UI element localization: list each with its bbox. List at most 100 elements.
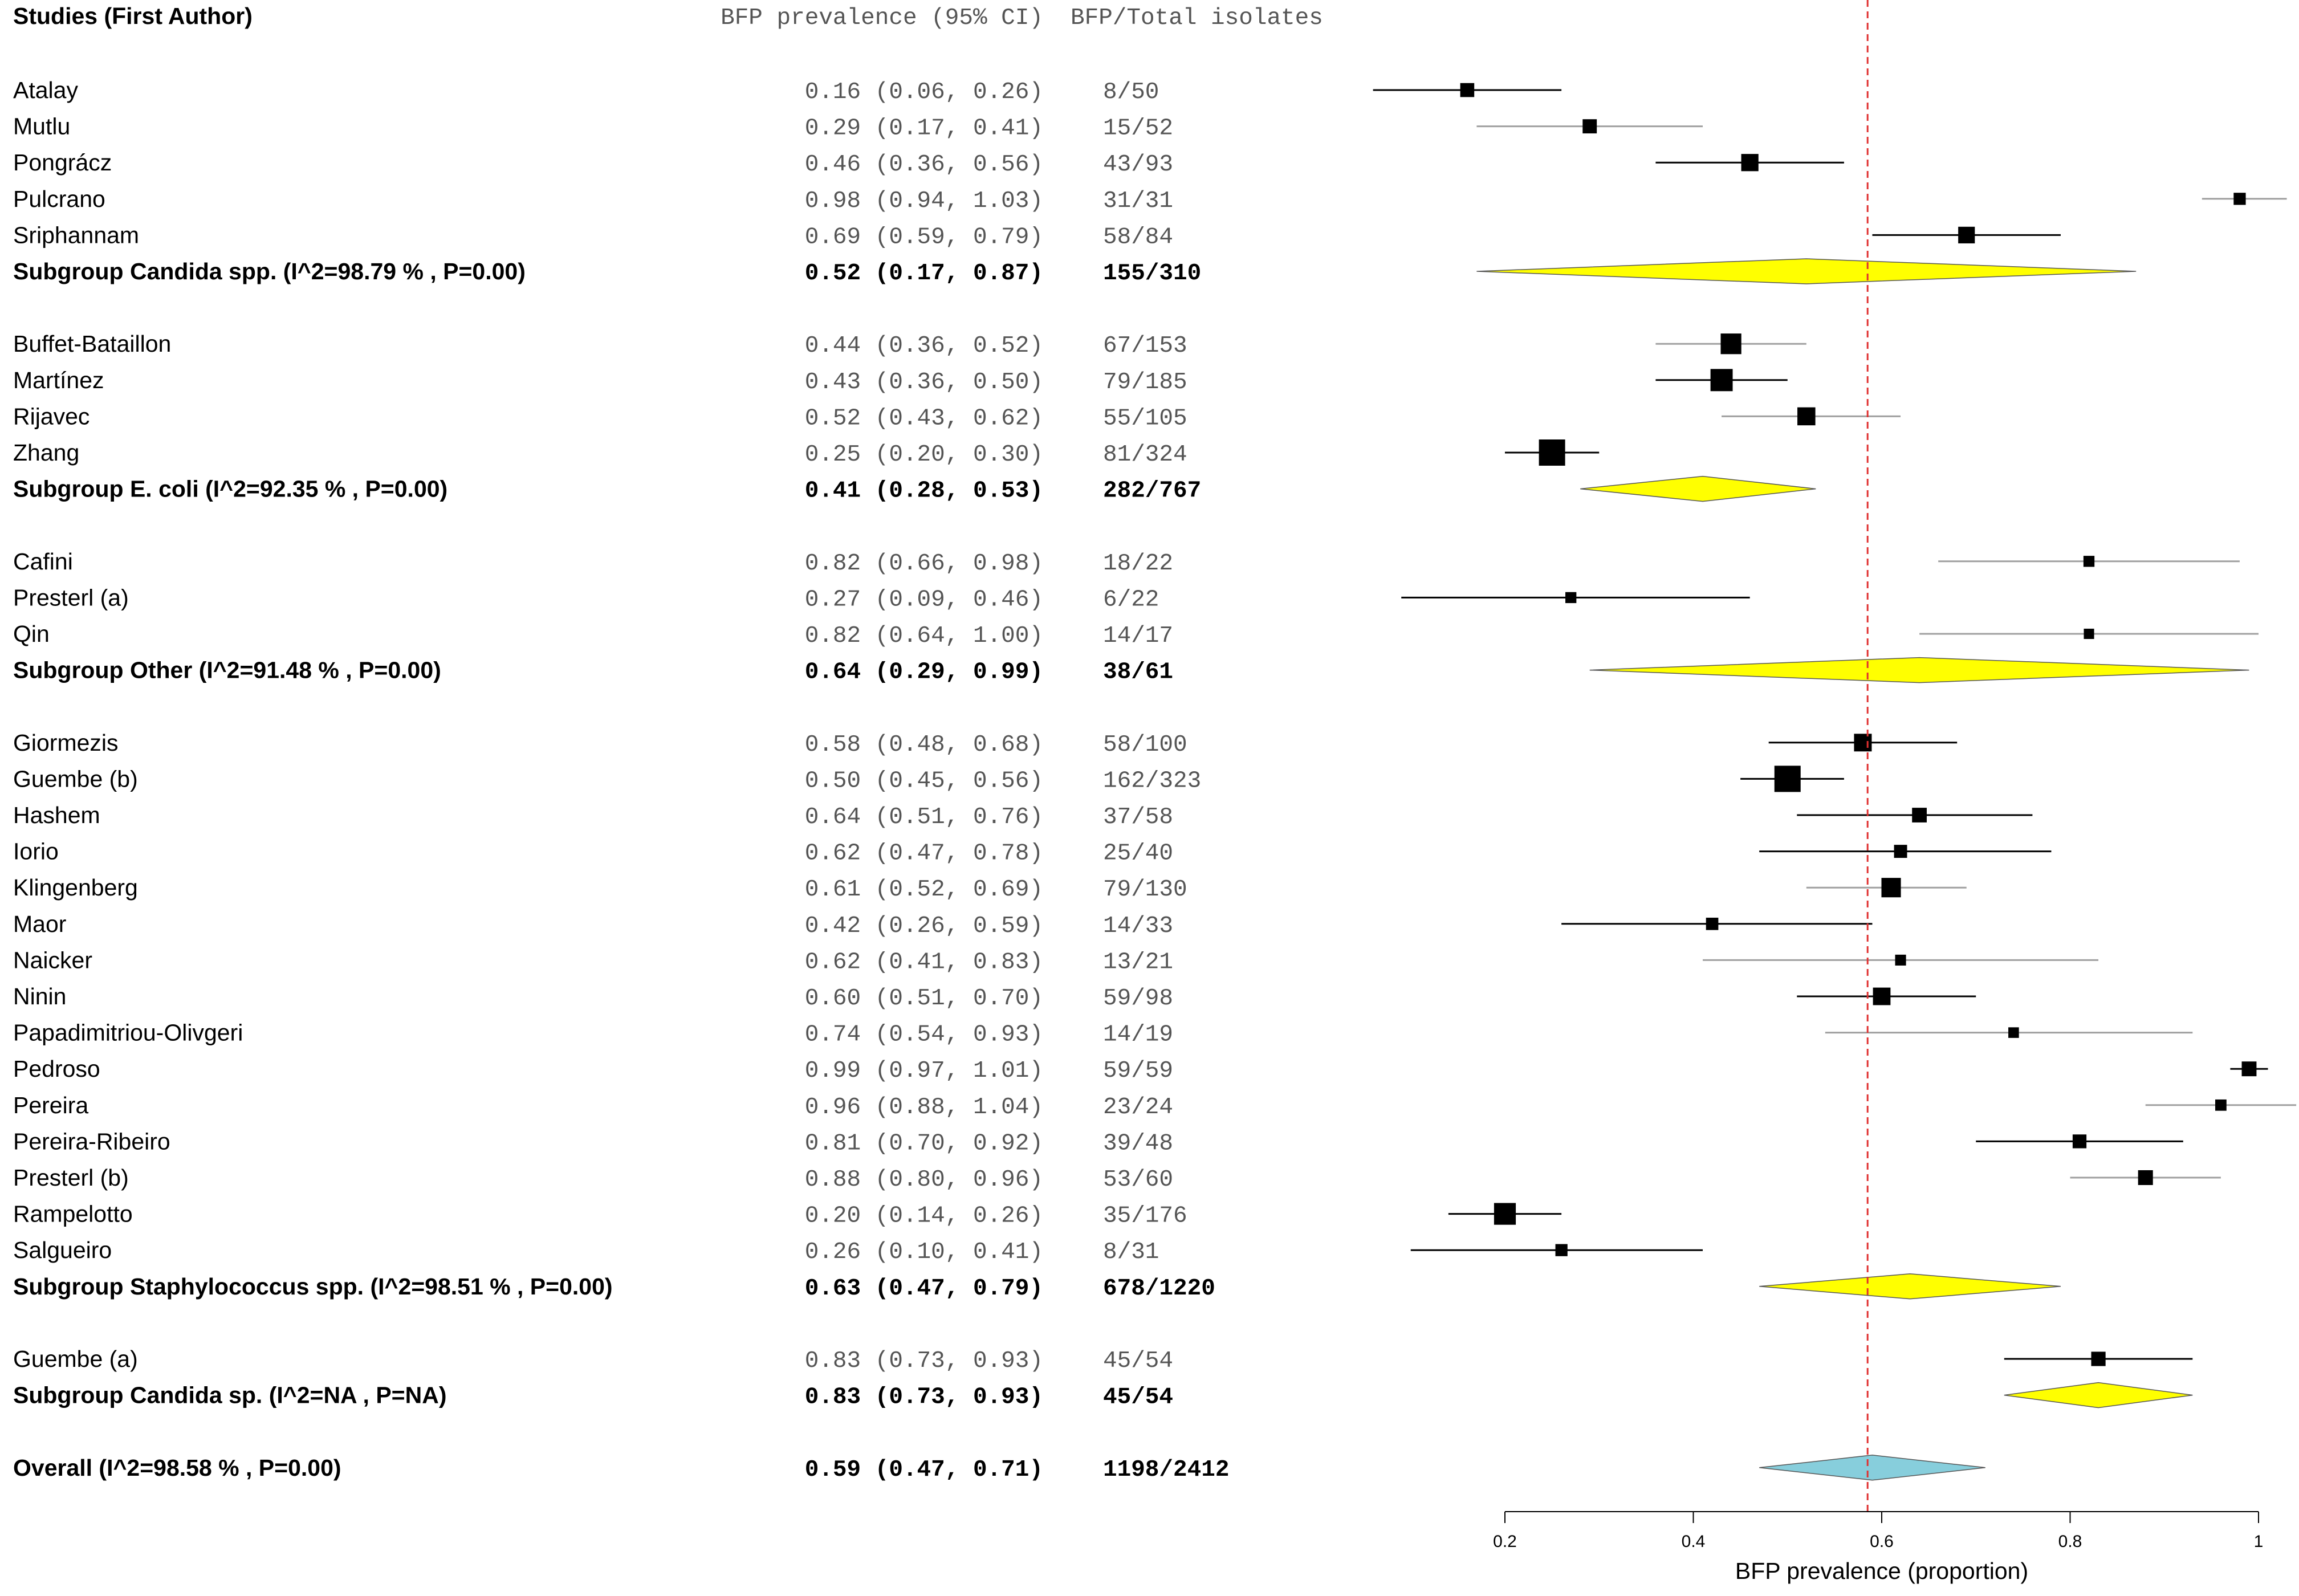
point-estimate	[1741, 154, 1759, 172]
isolate-count: 81/324	[1103, 442, 1187, 468]
prevalence-ci: 0.88 (0.80, 0.96)	[805, 1167, 1043, 1193]
tick-label: 1	[2254, 1532, 2264, 1551]
subgroup-diamond	[1759, 1273, 2061, 1300]
study-label: Zhang	[13, 439, 79, 466]
study-row: Papadimitriou-Olivgeri 0.74 (0.54, 0.93) 1…	[13, 1020, 1173, 1048]
study-row: Giormezis 0.58 (0.48, 0.68) 58/100	[13, 730, 1187, 758]
study-row: Buffet-Bataillon 0.44 (0.36, 0.52) 67/153	[13, 331, 1187, 359]
study-label: Buffet-Bataillon	[13, 331, 171, 357]
study-row: Pongrácz 0.46 (0.36, 0.56) 43/93	[13, 149, 1173, 178]
prevalence-ci: 0.41 (0.28, 0.53)	[805, 478, 1043, 504]
isolate-count: 45/54	[1103, 1348, 1173, 1374]
study-label: Giormezis	[13, 730, 119, 756]
study-row: Qin 0.82 (0.64, 1.00) 14/17	[13, 621, 1173, 649]
isolate-count: 59/59	[1103, 1058, 1173, 1084]
prevalence-ci: 0.99 (0.97, 1.01)	[805, 1058, 1043, 1084]
isolate-count: 23/24	[1103, 1094, 1173, 1121]
isolate-count: 67/153	[1103, 333, 1187, 359]
point-estimate	[1797, 407, 1816, 426]
tick-label: 0.8	[2058, 1532, 2082, 1551]
isolate-count: 31/31	[1103, 188, 1173, 214]
prevalence-ci: 0.25 (0.20, 0.30)	[805, 442, 1043, 468]
study-label: Guembe (b)	[13, 766, 138, 792]
study-label: Pereira	[13, 1092, 88, 1118]
point-estimate	[2241, 1061, 2257, 1077]
point-estimate	[2091, 1351, 2106, 1366]
prevalence-ci: 0.63 (0.47, 0.79)	[805, 1276, 1043, 1302]
tick-label: 0.4	[1682, 1532, 1706, 1551]
isolate-count: 79/185	[1103, 369, 1187, 396]
prevalence-ci: 0.61 (0.52, 0.69)	[805, 877, 1043, 903]
study-label: Pongrácz	[13, 149, 112, 176]
study-rows: Atalay 0.16 (0.06, 0.26) 8/50 Mutlu 0.29 (0.…	[13, 77, 1229, 1483]
study-label: Subgroup E. coli (I^2=92.35 % , P=0.00)	[13, 476, 447, 502]
isolate-count: 14/17	[1103, 623, 1173, 649]
study-row: Presterl (b) 0.88 (0.80, 0.96) 53/60	[13, 1165, 1173, 1193]
isolate-count: 678/1220	[1103, 1276, 1215, 1302]
isolate-count: 79/130	[1103, 877, 1187, 903]
study-row: Rijavec 0.52 (0.43, 0.62) 55/105	[13, 403, 1187, 431]
study-label: Pedroso	[13, 1056, 100, 1082]
isolate-count: 155/310	[1103, 260, 1201, 287]
isolate-count: 15/52	[1103, 116, 1173, 142]
study-row: Atalay 0.16 (0.06, 0.26) 8/50	[13, 77, 1159, 105]
isolate-count: 8/50	[1103, 79, 1159, 105]
prevalence-ci: 0.64 (0.51, 0.76)	[805, 804, 1043, 830]
study-label: Qin	[13, 621, 50, 647]
isolate-count: 282/767	[1103, 478, 1201, 504]
isolate-count: 25/40	[1103, 841, 1173, 867]
isolate-count: 58/100	[1103, 732, 1187, 758]
point-estimate	[1895, 954, 1906, 966]
overall-diamond	[1759, 1455, 1985, 1481]
prevalence-ci: 0.44 (0.36, 0.52)	[805, 333, 1043, 359]
point-estimate	[1958, 226, 1975, 243]
prevalence-ci: 0.62 (0.41, 0.83)	[805, 949, 1043, 975]
point-estimate	[1565, 592, 1577, 604]
study-row: Cafini 0.82 (0.66, 0.98) 18/22	[13, 548, 1173, 577]
prevalence-ci: 0.98 (0.94, 1.03)	[805, 188, 1043, 214]
prevalence-ci: 0.16 (0.06, 0.26)	[805, 79, 1043, 105]
point-estimate	[1706, 917, 1719, 930]
prevalence-ci: 0.96 (0.88, 1.04)	[805, 1094, 1043, 1121]
subgroup-diamond	[1589, 657, 2249, 683]
study-label: Pereira-Ribeiro	[13, 1128, 170, 1154]
isolate-count: 35/176	[1103, 1203, 1187, 1229]
prevalence-ci: 0.81 (0.70, 0.92)	[805, 1130, 1043, 1157]
prevalence-ci: 0.69 (0.59, 0.79)	[805, 224, 1043, 250]
isolate-count: 59/98	[1103, 986, 1173, 1012]
isolate-count: 14/33	[1103, 913, 1173, 939]
study-row: Pulcrano 0.98 (0.94, 1.03) 31/31	[13, 186, 1173, 214]
study-label: Subgroup Candida spp. (I^2=98.79 % , P=0…	[13, 258, 526, 284]
subgroup-row: Subgroup E. coli (I^2=92.35 % , P=0.00) 0…	[13, 476, 1201, 504]
point-estimate	[1774, 766, 1801, 792]
table-header: Studies (First Author) BFP prevalence (9…	[13, 3, 1323, 31]
prevalence-ci: 0.42 (0.26, 0.59)	[805, 913, 1043, 939]
study-label: Rijavec	[13, 403, 89, 429]
point-estimate	[1494, 1203, 1516, 1225]
prevalence-ci: 0.83 (0.73, 0.93)	[805, 1385, 1043, 1411]
study-label: Naicker	[13, 947, 92, 973]
study-label: Subgroup Candida sp. (I^2=NA , P=NA)	[13, 1382, 446, 1408]
study-row: Mutlu 0.29 (0.17, 0.41) 15/52	[13, 113, 1173, 142]
subgroup-diamond	[1580, 475, 1816, 502]
point-estimate	[1854, 734, 1872, 752]
study-label: Atalay	[13, 77, 78, 103]
prevalence-ci: 0.82 (0.66, 0.98)	[805, 551, 1043, 577]
prevalence-ci: 0.58 (0.48, 0.68)	[805, 732, 1043, 758]
isolate-count: 1198/2412	[1103, 1457, 1229, 1483]
prevalence-ci: 0.52 (0.17, 0.87)	[805, 260, 1043, 287]
study-label: Overall (I^2=98.58 % , P=0.00)	[13, 1455, 341, 1481]
study-row: Salgueiro 0.26 (0.10, 0.41) 8/31	[13, 1237, 1159, 1265]
study-label: Iorio	[13, 838, 59, 865]
study-row: Martínez 0.43 (0.36, 0.50) 79/185	[13, 367, 1187, 396]
isolate-count: 43/93	[1103, 152, 1173, 178]
header-prevalence: BFP prevalence (95% CI)	[721, 5, 1043, 31]
subgroup-row: Subgroup Candida spp. (I^2=98.79 % , P=0…	[13, 258, 1201, 287]
study-label: Subgroup Staphylococcus spp. (I^2=98.51 …	[13, 1273, 613, 1300]
isolate-count: 6/22	[1103, 587, 1159, 613]
point-estimate	[1582, 119, 1597, 134]
study-row: Sriphannam 0.69 (0.59, 0.79) 58/84	[13, 222, 1173, 250]
prevalence-ci: 0.50 (0.45, 0.56)	[805, 768, 1043, 794]
isolate-count: 162/323	[1103, 768, 1201, 794]
